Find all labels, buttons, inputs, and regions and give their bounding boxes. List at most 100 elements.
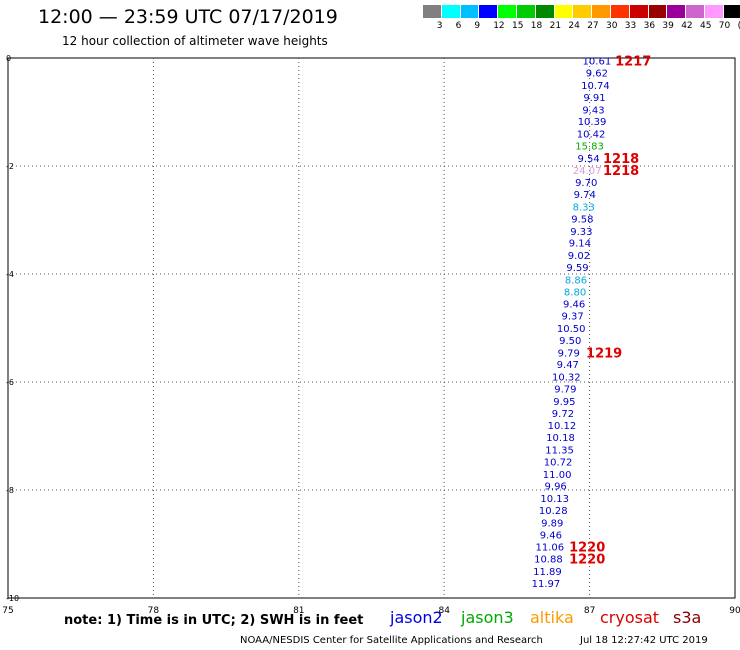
legend-label: 39 — [662, 21, 674, 31]
swh-value-label: 9.95 — [553, 397, 575, 408]
legend-label: 27 — [587, 21, 599, 31]
satellite-name: altika — [530, 608, 574, 627]
swh-value-label: 10.88 — [534, 555, 563, 566]
time-label: 1217 — [615, 55, 651, 70]
swh-value-label: 10.32 — [552, 373, 581, 384]
swh-value-label: 10.74 — [581, 81, 610, 92]
swh-value-label: 11.06 — [536, 543, 565, 554]
swh-value-label: 11.35 — [545, 446, 574, 457]
swh-value-label: 9.50 — [559, 336, 581, 347]
legend-swatch — [591, 5, 610, 18]
legend-label: 33 — [624, 21, 637, 31]
satellite-name: cryosat — [600, 608, 660, 627]
legend-swatch — [703, 5, 723, 18]
swh-value-label: 9.46 — [563, 300, 585, 311]
swh-value-label: 10.18 — [546, 433, 575, 444]
legend-swatch — [666, 5, 686, 18]
legend-label: 30 — [606, 21, 618, 31]
y-tick-label: -8 — [6, 486, 14, 495]
time-label: 1218 — [603, 152, 639, 167]
satellite-name: jason3 — [461, 608, 514, 627]
swh-value-label: 9.79 — [558, 348, 580, 359]
legend-swatch — [647, 5, 667, 18]
y-tick-label: 0 — [6, 54, 11, 63]
legend-label: 15 — [512, 21, 524, 31]
swh-value-label: 10.12 — [548, 421, 577, 432]
swh-value-label: 9.74 — [574, 190, 596, 201]
swh-value-label: 9.59 — [566, 263, 588, 274]
y-tick-label: -4 — [6, 270, 14, 279]
footer-credit: NOAA/NESDIS Center for Satellite Applica… — [240, 635, 543, 646]
legend-label: 24 — [568, 21, 580, 31]
swh-value-label: 9.37 — [562, 312, 584, 323]
time-label: 1220 — [569, 541, 605, 556]
time-label: 1219 — [586, 346, 622, 361]
legend-label: 3 — [436, 21, 443, 31]
swh-value-label: 10.50 — [557, 324, 586, 335]
time-label: 1220 — [569, 553, 605, 568]
swh-value-label: 9.33 — [570, 227, 592, 238]
legend-swatch — [497, 5, 516, 18]
x-tick-label: 84 — [438, 606, 450, 616]
legend-swatch — [572, 5, 592, 18]
swh-value-label: 9.43 — [582, 105, 604, 116]
swh-value-label: 10.13 — [540, 494, 569, 505]
legend-swatch — [553, 5, 573, 18]
y-tick-label: -10 — [6, 594, 19, 603]
swh-value-label: 10.61 — [583, 57, 612, 68]
swh-value-label: 8.86 — [565, 275, 587, 286]
y-tick-label: -6 — [6, 378, 14, 387]
swh-value-label: 9.79 — [554, 384, 576, 395]
x-tick-label: 90 — [729, 606, 740, 616]
legend-swatch — [534, 5, 554, 18]
legend-label: 18 — [530, 21, 543, 31]
legend-label: 42 — [681, 21, 693, 31]
legend-swatch — [628, 5, 648, 18]
swh-value-label: 10.42 — [577, 130, 606, 141]
y-tick-label: -2 — [6, 162, 14, 171]
legend-label: 45 — [700, 21, 712, 31]
legend-label: 21 — [549, 21, 562, 31]
swh-value-label: 9.47 — [557, 360, 579, 371]
legend-label: (ft) — [738, 21, 740, 31]
color-legend — [422, 5, 740, 18]
swh-value-label: 10.39 — [578, 117, 607, 128]
swh-value-label: 9.96 — [545, 482, 567, 493]
legend-label: 12 — [493, 21, 505, 31]
swh-value-label: 9.62 — [586, 69, 608, 80]
legend-label: 9 — [474, 21, 481, 31]
swh-value-label: 9.72 — [552, 409, 574, 420]
legend-swatch — [685, 5, 704, 18]
x-tick-label: 87 — [584, 606, 595, 616]
swh-value-label: 10.72 — [544, 457, 573, 468]
footer-note: note: 1) Time is in UTC; 2) SWH is in fe… — [64, 613, 364, 628]
x-tick-label: 78 — [148, 606, 160, 616]
swh-value-label: 9.02 — [568, 251, 590, 262]
legend-swatch — [609, 5, 629, 18]
chart-title: 12:00 — 23:59 UTC 07/17/2019 — [38, 6, 338, 28]
swh-value-label: 9.91 — [583, 93, 605, 104]
swh-value-label: 8.33 — [573, 203, 595, 214]
legend-label: 70 — [718, 21, 731, 31]
legend-label: 6 — [455, 21, 462, 31]
swh-value-label: 10.28 — [539, 506, 568, 517]
swh-value-label: 11.89 — [533, 567, 562, 578]
time-label: 1218 — [603, 164, 639, 179]
swh-value-label: 9.54 — [577, 154, 599, 165]
legend-label: 36 — [643, 21, 656, 31]
swh-value-label: 9.89 — [541, 518, 563, 529]
swh-value-label: 15.83 — [575, 141, 604, 152]
footer-timestamp: Jul 18 12:27:42 UTC 2019 — [580, 635, 708, 646]
legend-swatch — [515, 5, 535, 18]
swh-value-label: 9.70 — [575, 178, 597, 189]
legend-swatch — [722, 5, 740, 18]
plot-frame — [7, 57, 736, 599]
legend-swatch — [459, 5, 479, 18]
swh-value-label: 11.00 — [543, 470, 572, 481]
legend-swatch — [422, 5, 441, 18]
swh-value-label: 11.97 — [532, 579, 561, 590]
swh-value-label: 8.80 — [564, 287, 586, 298]
x-tick-label: 81 — [293, 606, 304, 616]
